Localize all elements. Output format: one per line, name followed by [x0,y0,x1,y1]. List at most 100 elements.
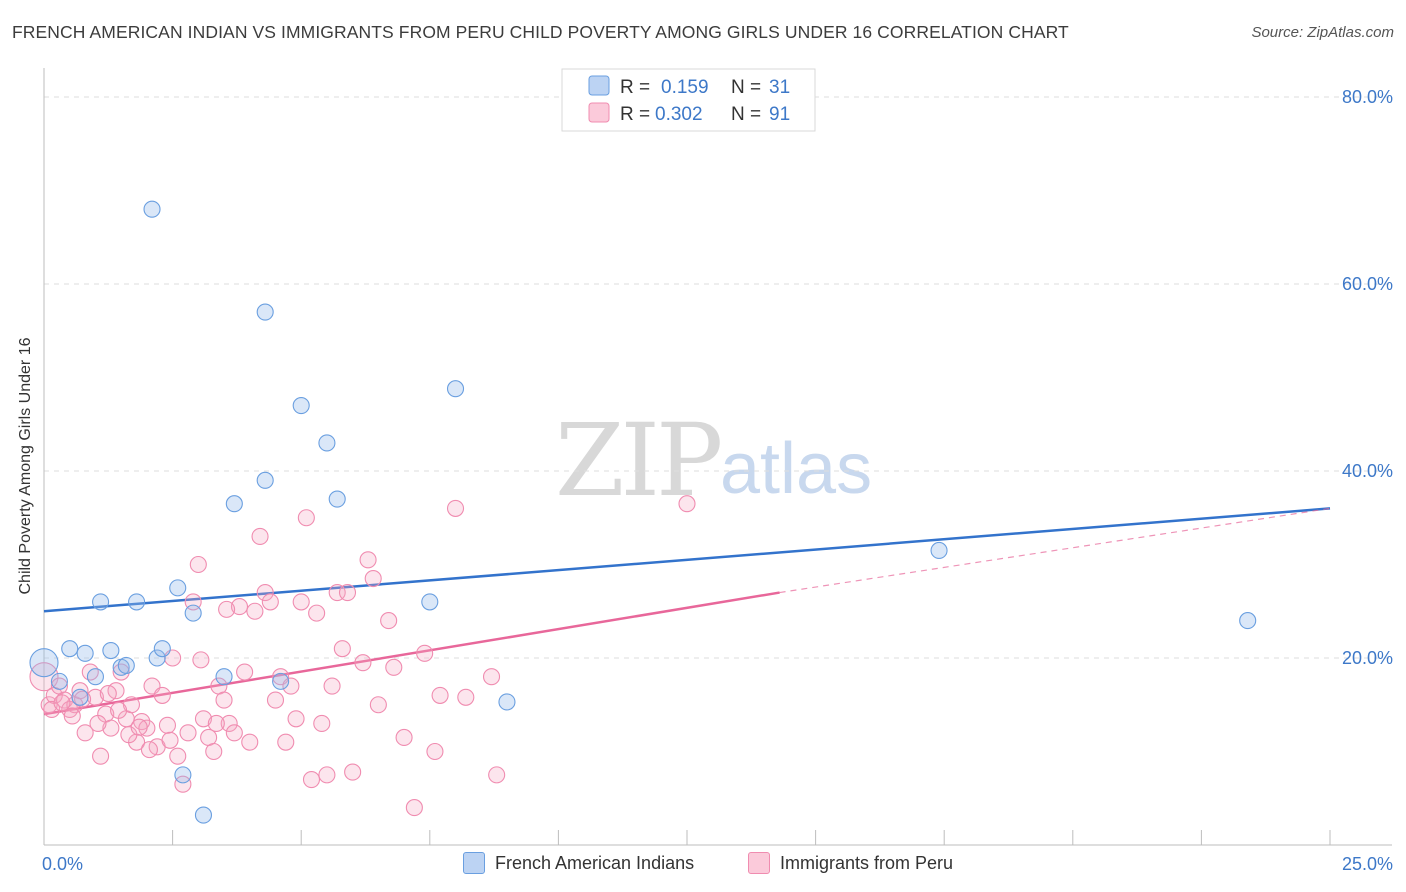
watermark-atlas: atlas [720,429,873,509]
point-immigrants-from-peru-70 [426,742,444,761]
point-french-american-indians-2 [61,640,79,658]
point-french-american-indians-19 [225,495,243,513]
point-immigrants-from-peru-69 [416,644,434,662]
point-immigrants-from-peru-8 [76,724,94,742]
point-immigrants-from-peru-17 [122,696,140,714]
point-immigrants-from-peru-83 [110,701,128,719]
point-french-american-indians-22 [272,672,290,690]
x-tick-label-0: 0.0% [42,854,83,874]
point-immigrants-from-peru-74 [482,668,501,686]
point-french-american-indians-4 [76,644,94,662]
point-immigrants-from-peru-45 [266,691,285,709]
point-immigrants-from-peru-88 [192,651,210,669]
bottom-legend-swatch-pink [748,852,770,874]
bottom-legend-swatch-blue [463,852,485,874]
bottom-legend-label-1: French American Indians [495,852,695,873]
point-french-american-indians-7 [102,641,120,660]
point-french-american-indians-25 [328,490,346,508]
point-immigrants-from-peru-30 [189,555,207,574]
point-immigrants-from-peru-86 [140,741,159,759]
point-immigrants-from-peru-42 [251,527,269,546]
point-french-american-indians-23 [292,396,310,415]
point-immigrants-from-peru-41 [246,602,264,620]
point-french-american-indians-15 [174,766,192,784]
point-immigrants-from-peru-60 [344,763,362,781]
point-immigrants-from-peru-56 [323,677,341,695]
point-immigrants-from-peru-49 [287,710,305,728]
trend-lines [43,507,1331,716]
point-immigrants-from-peru-77 [43,700,61,718]
bottom-legend-item-french-american-indians: French American Indians [463,852,694,874]
point-immigrants-from-peru-33 [205,742,223,761]
point-immigrants-from-peru-40 [241,733,259,751]
legend-n-value-1: 31 [769,77,790,98]
y-axis-label: Child Poverty Among Girls Under 16 [17,337,34,595]
point-immigrants-from-peru-85 [130,718,148,736]
bottom-legend-item-immigrants-from-peru: Immigrants from Peru [748,852,953,874]
point-french-american-indians-12 [148,649,166,667]
point-french-american-indians-0 [29,648,59,678]
legend-n-label-2: N = [731,104,761,125]
point-immigrants-from-peru-50 [292,593,310,611]
point-immigrants-from-peru-38 [230,598,249,616]
gridlines [44,96,1392,659]
y-tick-label-60: 60.0% [1342,274,1393,294]
point-immigrants-from-peru-44 [261,593,279,611]
point-french-american-indians-30 [1239,612,1257,630]
point-immigrants-from-peru-47 [277,733,295,751]
y-tick-label-40: 40.0% [1342,461,1393,481]
point-immigrants-from-peru-39 [236,663,254,681]
point-french-american-indians-20 [256,303,274,321]
trend-line-immigrants-from-peru [43,591,780,716]
point-immigrants-from-peru-51 [297,509,315,527]
point-immigrants-from-peru-13 [102,719,120,737]
legend-r-value-2: 0.302 [655,104,703,125]
point-french-american-indians-16 [184,604,202,622]
legend-swatch-french-american-indians [588,75,610,96]
point-immigrants-from-peru-55 [318,766,336,784]
point-immigrants-from-peru-75 [488,766,506,784]
point-immigrants-from-peru-79 [63,707,81,725]
y-tick-label-80: 80.0% [1342,87,1393,107]
legend-n-label-1: N = [731,77,761,98]
point-immigrants-from-peru-62 [359,551,377,569]
point-immigrants-from-peru-52 [302,770,321,789]
point-immigrants-from-peru-58 [333,640,351,658]
point-immigrants-from-peru-63 [364,569,382,588]
point-french-american-indians-11 [143,200,161,218]
legend-r-label-2: R = [620,104,650,125]
point-immigrants-from-peru-57 [328,583,346,602]
point-immigrants-from-peru-53 [308,604,326,622]
point-immigrants-from-peru-82 [99,684,117,703]
bottom-legend: French American Indians Immigrants from … [0,852,1406,878]
point-immigrants-from-peru-89 [207,714,225,733]
point-french-american-indians-1 [50,672,68,690]
point-immigrants-from-peru-1 [40,696,58,714]
source-label: Source: ZipAtlas.com [1251,24,1394,41]
point-immigrants-from-peru-54 [313,714,331,733]
legend-n-value-2: 91 [769,104,790,125]
point-immigrants-from-peru-90 [218,600,236,618]
point-french-american-indians-28 [498,693,516,711]
point-immigrants-from-peru-31 [194,710,213,728]
point-immigrants-from-peru-23 [153,686,171,704]
point-immigrants-from-peru-64 [369,696,387,714]
point-french-american-indians-29 [930,541,948,560]
point-immigrants-from-peru-59 [338,583,357,602]
point-immigrants-from-peru-73 [457,688,475,706]
point-french-american-indians-26 [421,593,439,611]
point-immigrants-from-peru-36 [220,714,238,733]
point-immigrants-from-peru-48 [282,677,300,695]
point-immigrants-from-peru-35 [215,691,233,709]
stats-legend: R = 0.159 N = 31 R = 0.302 N = 91 [561,68,816,132]
legend-r-label-1: R = [620,77,650,98]
point-immigrants-from-peru-80 [74,690,92,708]
point-french-american-indians-17 [194,806,213,824]
point-french-american-indians-24 [318,434,336,452]
point-immigrants-from-peru-71 [431,686,449,704]
legend-swatch-immigrants-from-peru [588,102,610,123]
point-immigrants-from-peru-72 [446,499,465,517]
point-french-american-indians-9 [117,656,135,675]
point-immigrants-from-peru-65 [380,612,398,630]
